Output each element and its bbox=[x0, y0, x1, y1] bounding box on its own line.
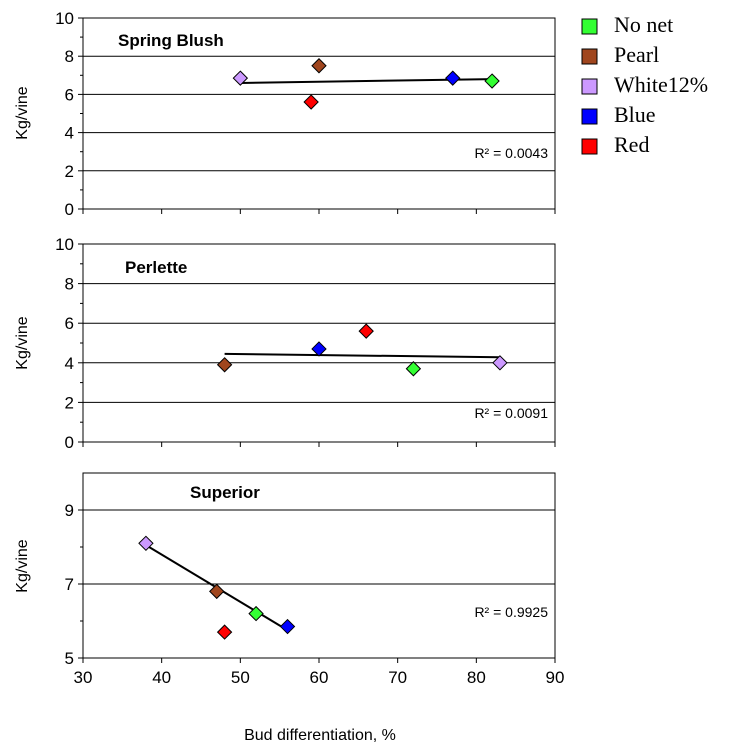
y-tick-label: 9 bbox=[65, 501, 74, 520]
y-axis-label: Kg/vine bbox=[14, 86, 31, 139]
legend-item: No net bbox=[581, 12, 673, 37]
y-tick-label: 2 bbox=[65, 162, 74, 181]
legend-label: Red bbox=[614, 132, 649, 157]
data-point-pearl bbox=[311, 58, 327, 74]
x-tick-label: 50 bbox=[231, 668, 250, 687]
r-squared-label: R² = 0.0091 bbox=[474, 405, 548, 421]
data-point-blue bbox=[445, 70, 461, 86]
y-tick-label: 7 bbox=[65, 575, 74, 594]
legend-swatch bbox=[581, 48, 598, 65]
legend: No net Pearl White12% Blue Red bbox=[581, 12, 708, 157]
legend-label: Pearl bbox=[614, 42, 659, 67]
y-tick-label: 10 bbox=[55, 235, 74, 254]
panel-perlette: 0 2 4 6 8 10 Kg/vine Perlette R² = 0.0091 bbox=[14, 235, 556, 452]
y-tick-label: 10 bbox=[55, 9, 74, 28]
data-point-white12- bbox=[138, 535, 154, 552]
legend-swatch bbox=[581, 18, 598, 35]
plot-area bbox=[82, 472, 556, 659]
x-tick-label: 30 bbox=[74, 668, 93, 687]
legend-swatch bbox=[581, 138, 598, 155]
data-point-red bbox=[216, 624, 233, 640]
data-point-blue bbox=[279, 618, 296, 635]
plot-area bbox=[82, 17, 556, 210]
y-tick-label: 4 bbox=[65, 354, 74, 373]
legend-label: No net bbox=[614, 12, 673, 37]
panel-superior: 5 7 9 30 40 50 60 70 80 90 Kg/vine Superior R² = 0.9… bbox=[14, 472, 565, 687]
y-tick-label: 8 bbox=[65, 47, 74, 66]
legend-label: White12% bbox=[614, 72, 708, 97]
y-tick-label: 0 bbox=[65, 433, 74, 452]
y-tick-label: 6 bbox=[65, 314, 74, 333]
r-squared-label: R² = 0.0043 bbox=[474, 145, 548, 161]
data-point-no-net bbox=[405, 361, 422, 377]
data-point-red bbox=[358, 323, 374, 339]
x-tick-label: 90 bbox=[546, 668, 565, 687]
y-tick-label: 0 bbox=[65, 200, 74, 219]
y-axis-label: Kg/vine bbox=[14, 316, 31, 369]
data-point-red bbox=[303, 94, 319, 110]
panel-title: Perlette bbox=[125, 258, 187, 277]
y-tick-label: 4 bbox=[65, 124, 74, 143]
panels: 0 2 4 6 8 10 Kg/vine Spring Blush R² = 0.0043 0 2 4… bbox=[14, 9, 564, 687]
x-tick-label: 80 bbox=[467, 668, 486, 687]
panel-title: Superior bbox=[190, 483, 260, 502]
x-axis-label: Bud differentiation, % bbox=[244, 727, 396, 744]
r-squared-label: R² = 0.9925 bbox=[474, 604, 548, 620]
legend-swatch bbox=[581, 78, 598, 95]
x-tick-label: 40 bbox=[152, 668, 171, 687]
data-point-white12- bbox=[232, 70, 249, 86]
data-point-pearl bbox=[209, 583, 225, 600]
data-point-blue bbox=[311, 341, 327, 357]
data-point-no-net bbox=[484, 73, 500, 89]
data-point-no-net bbox=[248, 605, 264, 622]
y-tick-label: 2 bbox=[65, 393, 74, 412]
legend-label: Blue bbox=[614, 102, 656, 127]
panel-spring-blush: 0 2 4 6 8 10 Kg/vine Spring Blush R² = 0.0043 bbox=[14, 9, 556, 219]
x-tick-label: 70 bbox=[388, 668, 407, 687]
legend-item: White12% bbox=[581, 72, 708, 97]
x-tick-label: 60 bbox=[310, 668, 329, 687]
y-tick-label: 5 bbox=[65, 649, 74, 668]
legend-item: Pearl bbox=[581, 42, 659, 67]
y-tick-label: 6 bbox=[65, 85, 74, 104]
legend-swatch bbox=[581, 108, 598, 125]
data-point-white12- bbox=[492, 355, 508, 371]
panel-title: Spring Blush bbox=[118, 31, 224, 50]
y-tick-label: 8 bbox=[65, 275, 74, 294]
data-point-pearl bbox=[216, 357, 233, 373]
legend-item: Red bbox=[581, 132, 649, 157]
y-axis-label: Kg/vine bbox=[14, 539, 31, 592]
trendline bbox=[224, 352, 500, 359]
legend-item: Blue bbox=[581, 102, 656, 127]
